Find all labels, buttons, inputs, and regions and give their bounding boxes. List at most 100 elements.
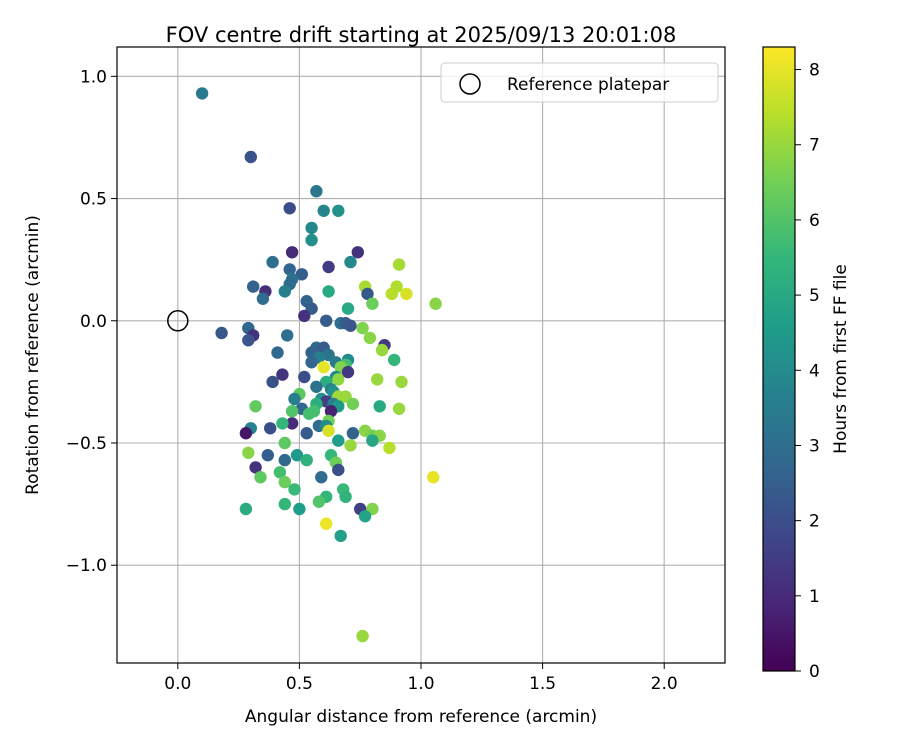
data-point: [385, 287, 398, 301]
data-point: [324, 405, 338, 418]
data-point: [344, 255, 357, 269]
data-point: [332, 434, 345, 447]
data-point: [305, 221, 318, 235]
data-point: [249, 461, 262, 474]
data-point: [358, 510, 372, 523]
data-point: [266, 375, 279, 389]
colorbar-tick-label: 2: [809, 512, 820, 532]
data-point: [249, 400, 262, 413]
grid-lines: [117, 47, 725, 663]
data-point: [285, 405, 299, 418]
data-point: [332, 373, 345, 386]
data-points: [195, 87, 442, 643]
colorbar-tick-label: 1: [809, 587, 820, 607]
y-tick-label: 0.5: [80, 190, 107, 210]
data-point: [346, 427, 360, 440]
data-point: [339, 490, 352, 503]
data-point: [283, 263, 296, 276]
x-tick-label: 0.0: [164, 674, 191, 694]
y-tick-label: −1.0: [66, 556, 107, 576]
data-point: [278, 436, 291, 450]
data-point: [247, 280, 260, 293]
data-point: [244, 150, 257, 164]
data-point: [346, 397, 360, 411]
y-tick-label: −0.5: [66, 434, 107, 454]
data-point: [341, 365, 355, 379]
data-point: [242, 334, 255, 347]
y-axis-label: Rotation from reference (arcmin): [23, 215, 43, 495]
data-point: [305, 356, 318, 369]
data-point: [300, 427, 313, 440]
data-point: [264, 422, 277, 435]
data-point: [383, 441, 396, 455]
data-point: [351, 246, 364, 259]
data-point: [305, 233, 318, 247]
data-point: [371, 373, 384, 386]
data-point: [322, 260, 335, 274]
legend-box: [440, 62, 719, 103]
data-point: [332, 204, 345, 217]
data-point: [300, 453, 313, 467]
data-point: [392, 402, 406, 415]
x-tick-label: 2.0: [651, 674, 678, 694]
data-point: [283, 202, 296, 215]
data-point: [366, 297, 379, 310]
data-point: [295, 268, 308, 281]
data-point: [285, 246, 299, 259]
data-point: [375, 343, 389, 357]
data-point: [356, 321, 369, 335]
data-point: [278, 497, 291, 511]
data-point: [315, 471, 328, 484]
x-axis-label: Angular distance from reference (arcmin): [245, 707, 597, 727]
data-point: [215, 326, 228, 340]
data-point: [363, 331, 377, 345]
colorbar-tick-label: 0: [809, 662, 820, 682]
data-point: [373, 400, 386, 413]
data-point: [254, 471, 267, 484]
data-point: [278, 453, 291, 467]
data-point: [366, 434, 379, 447]
data-point: [239, 427, 253, 440]
data-point: [293, 502, 306, 516]
data-point: [298, 309, 311, 323]
colorbar: 0 1 2 3 4 5 6 7 8 Hours from first FF file: [762, 46, 851, 682]
data-point: [273, 466, 287, 479]
data-point: [312, 495, 326, 508]
data-point: [429, 297, 442, 310]
data-point: [400, 287, 413, 301]
colorbar-tick-label: 6: [809, 211, 820, 231]
reference-platepar-marker: [167, 310, 189, 332]
colorbar-tick-label: 5: [809, 286, 820, 306]
data-point: [392, 258, 406, 271]
colorbar-ticks: 0 1 2 3 4 5 6 7 8: [795, 61, 820, 682]
data-point: [427, 471, 440, 484]
x-axis-ticks: 0.0 0.5 1.0 1.5 2.0: [164, 663, 678, 694]
colorbar-tick-label: 4: [809, 361, 820, 381]
colorbar-tick-label: 7: [809, 136, 820, 156]
x-tick-label: 1.0: [407, 674, 434, 694]
reference-marker-layer: [167, 310, 189, 332]
data-point: [310, 380, 323, 393]
colorbar-tick-label: 8: [809, 61, 820, 81]
data-point: [288, 392, 301, 406]
data-point: [276, 368, 289, 381]
data-point: [302, 407, 316, 420]
data-point: [344, 319, 357, 332]
data-point: [388, 353, 401, 367]
data-point: [285, 417, 299, 430]
data-point: [317, 361, 330, 374]
data-point: [334, 529, 347, 543]
data-point: [256, 292, 270, 305]
colorbar-frame: [762, 46, 796, 672]
colorbar-gradient: [763, 47, 795, 671]
data-point: [332, 463, 345, 477]
colorbar-tick-label: 3: [809, 436, 820, 456]
data-point: [310, 185, 323, 198]
data-point: [320, 314, 333, 327]
data-point: [271, 346, 284, 359]
data-point: [276, 417, 289, 430]
data-point: [288, 483, 301, 496]
data-point: [320, 517, 333, 530]
data-point: [356, 629, 369, 643]
